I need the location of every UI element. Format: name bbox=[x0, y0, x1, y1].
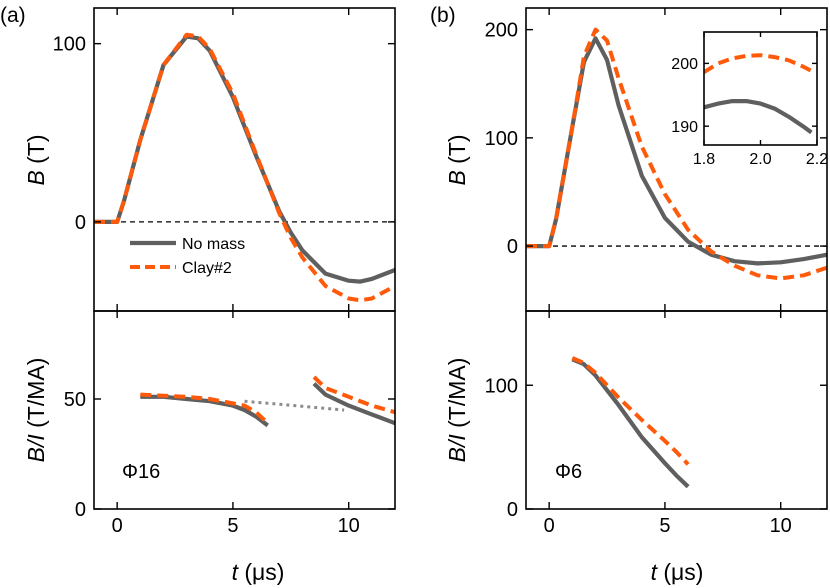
x-tick-label: 10 bbox=[770, 515, 792, 537]
plot-panel-a-top: 0 100 No mass Clay#2 bbox=[53, 7, 396, 312]
x-tick-label: 2.0 bbox=[749, 151, 771, 168]
series-line-clay-1 bbox=[704, 53, 813, 74]
series-line-clay-3 bbox=[312, 375, 395, 415]
ylabel-top-a: B (T) bbox=[23, 134, 49, 185]
ylabel-bottom-a: B/I (T/MA) bbox=[23, 358, 49, 463]
y-tick-label: 200 bbox=[671, 56, 698, 73]
y-tick-label: 100 bbox=[485, 375, 518, 397]
inset-background bbox=[704, 32, 817, 145]
series-line-clay-1 bbox=[571, 356, 690, 466]
plot-frame bbox=[93, 310, 396, 510]
legend-label-0: No mass bbox=[182, 236, 245, 253]
panel-b-label: (b) bbox=[430, 4, 456, 27]
series-line-clay-1 bbox=[94, 32, 395, 303]
x-tick-label: 1.8 bbox=[693, 151, 715, 168]
plot-panel-a-bottom: 0 5 10 0 50 bbox=[64, 310, 396, 537]
y-tick-label: 0 bbox=[75, 499, 86, 521]
series-line-dotted-guide-4 bbox=[244, 399, 345, 412]
x-tick-label: 2.2 bbox=[806, 151, 828, 168]
ylabel-top-b: B (T) bbox=[444, 134, 470, 185]
y-tick-label: 100 bbox=[485, 128, 518, 150]
series-line-clay-2 bbox=[140, 392, 270, 425]
x-tick-label: 5 bbox=[227, 515, 238, 537]
panel-a-label: (a) bbox=[0, 4, 26, 27]
y-tick-label: 0 bbox=[507, 499, 518, 521]
y-tick-label: 100 bbox=[53, 34, 86, 56]
xlabel-b: t (μs) bbox=[651, 559, 704, 585]
ylabel-bottom-b: B/I (T/MA) bbox=[444, 358, 470, 463]
plot-panel-b-inset: 1.8 2.0 2.2 190 200 bbox=[671, 31, 828, 168]
series-line-no-mass-1 bbox=[312, 382, 395, 426]
x-tick-label: 0 bbox=[544, 515, 555, 537]
x-tick-label: 5 bbox=[659, 515, 670, 537]
x-tick-label: 10 bbox=[338, 515, 360, 537]
y-tick-label: 0 bbox=[75, 212, 86, 234]
y-tick-label: 200 bbox=[485, 20, 518, 42]
legend-label-1: Clay#2 bbox=[182, 260, 232, 277]
series-line-no-mass-0 bbox=[704, 99, 813, 135]
plot-frame bbox=[525, 310, 828, 510]
series-line-no-mass-0 bbox=[140, 394, 269, 428]
y-tick-label: 190 bbox=[671, 119, 698, 136]
annotation-phi16: Φ16 bbox=[122, 461, 160, 483]
series-line-no-mass-0 bbox=[571, 357, 690, 489]
series-line-no-mass-0 bbox=[526, 36, 827, 266]
y-tick-label: 0 bbox=[507, 236, 518, 258]
y-tick-label: 50 bbox=[64, 389, 86, 411]
annotation-phi6: Φ6 bbox=[555, 461, 582, 483]
xlabel-a: t (μs) bbox=[232, 559, 285, 585]
series-line-no-mass-0 bbox=[94, 34, 395, 284]
x-tick-label: 0 bbox=[112, 515, 123, 537]
